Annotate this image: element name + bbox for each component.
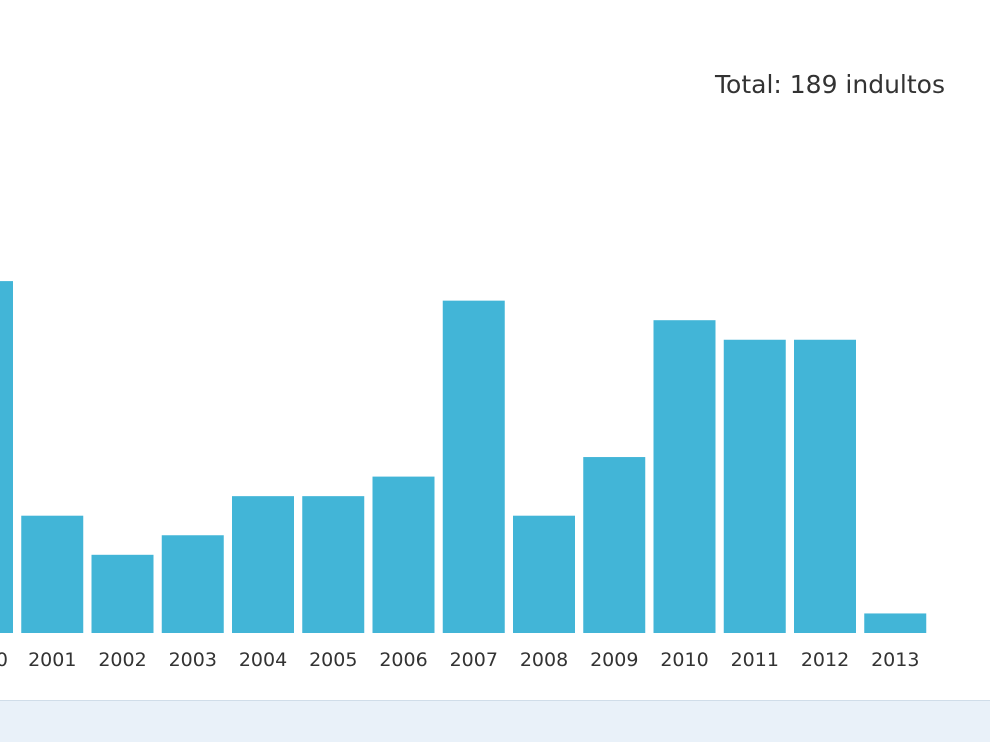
x-tick-label: 2013 — [871, 649, 919, 671]
x-tick-label: 2007 — [450, 649, 498, 671]
bar-2007 — [442, 300, 505, 633]
x-tick-label: 2009 — [590, 649, 638, 671]
x-tick-label: 2010 — [660, 649, 708, 671]
bar-2012 — [794, 339, 856, 633]
x-tick-label: 2003 — [169, 649, 217, 671]
x-tick-label: 2012 — [801, 649, 849, 671]
bar-2009 — [583, 457, 646, 633]
bar-2000 — [0, 281, 13, 633]
bar-2005 — [302, 496, 365, 633]
bar-2003 — [161, 535, 224, 633]
footer-bar — [0, 700, 990, 742]
bar-2004 — [232, 496, 294, 633]
bar-2010 — [653, 320, 716, 633]
x-tick-label: 0 — [0, 649, 8, 671]
x-tick-label: 2004 — [239, 649, 287, 671]
bar-2011 — [723, 339, 786, 633]
x-tick-label: 2006 — [379, 649, 427, 671]
x-tick-label: 2011 — [731, 649, 779, 671]
bar-2013 — [864, 613, 927, 633]
bar-2008 — [513, 515, 575, 633]
x-tick-label: 2002 — [98, 649, 146, 671]
x-tick-label: 2008 — [520, 649, 568, 671]
total-label: Total: 189 indultos — [715, 70, 945, 99]
bar-2006 — [372, 476, 435, 633]
x-tick-label: 2001 — [28, 649, 76, 671]
bar-chart: 0 2001 2002 2003 2004 2005 2006 2007 2008 2009 201… — [0, 281, 927, 671]
x-tick-label: 2005 — [309, 649, 357, 671]
bar-2002 — [91, 554, 154, 633]
bar-2001 — [21, 515, 84, 633]
